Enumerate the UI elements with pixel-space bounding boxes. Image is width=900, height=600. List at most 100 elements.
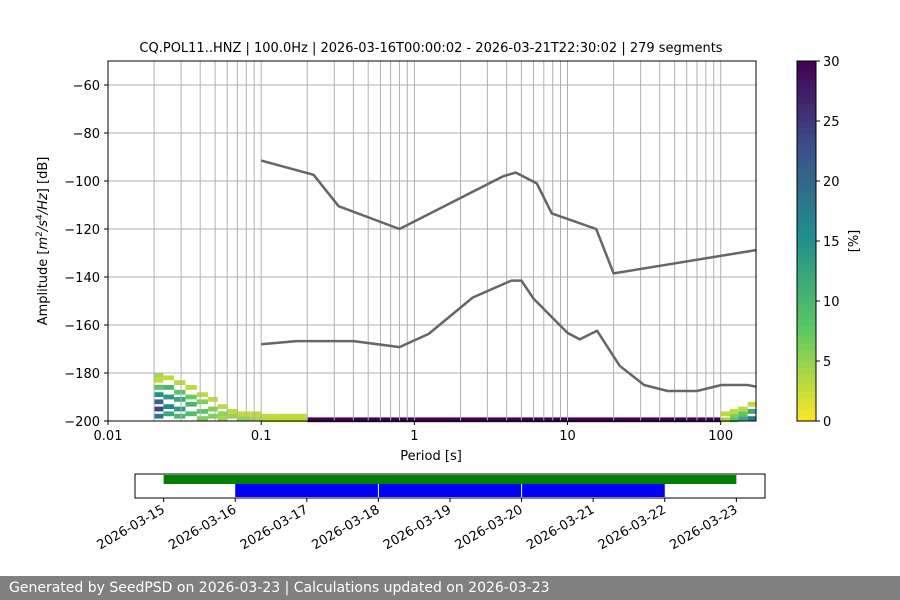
colorbar-segment <box>797 103 816 110</box>
colorbar-segment <box>797 307 816 314</box>
y-tick-label: −160 <box>64 319 100 334</box>
psd-cell <box>227 413 238 419</box>
colorbar-segment <box>797 223 816 230</box>
noise-model-high-line <box>260 159 757 275</box>
colorbar-segment <box>797 85 816 92</box>
colorbar-segment <box>797 247 816 254</box>
date-tick-label: 2026-03-15 <box>95 502 168 553</box>
psd-cell <box>196 409 208 414</box>
colorbar-segment <box>797 157 816 164</box>
psd-cell <box>217 411 228 417</box>
y-tick-label: −200 <box>64 415 100 430</box>
colorbar-segment <box>797 385 816 392</box>
psd-cell <box>174 380 186 385</box>
colorbar-segment <box>797 397 816 404</box>
psd-cell <box>217 416 228 421</box>
psd-cell <box>196 399 208 405</box>
colorbar-segment <box>797 301 816 308</box>
psd-cell <box>185 411 197 417</box>
psd-cell <box>208 397 218 402</box>
psd-cell <box>720 411 730 417</box>
colorbar-segment <box>797 361 816 368</box>
colorbar-segment <box>797 415 816 422</box>
colorbar-segment <box>797 355 816 362</box>
psd-cell <box>261 417 308 423</box>
psd-cell <box>154 377 164 383</box>
psd-cell <box>154 385 164 390</box>
colorbar-segment <box>797 217 816 224</box>
psd-cell <box>208 406 218 412</box>
colorbar-segment <box>797 319 816 326</box>
psd-cell <box>738 406 748 412</box>
plot-frame <box>107 60 757 422</box>
colorbar-segment <box>797 163 816 170</box>
date-tick-label: 2026-03-23 <box>667 502 740 553</box>
y-tick-label: −80 <box>73 127 100 142</box>
colorbar-tick-label: 15 <box>823 235 840 250</box>
y-tick-label: −140 <box>64 271 100 286</box>
y-tick-label: −60 <box>73 79 100 94</box>
colorbar-segment <box>797 325 816 332</box>
psd-cell <box>217 404 228 409</box>
psd-cell <box>250 416 262 421</box>
colorbar-segment <box>797 187 816 194</box>
colorbar-segment <box>797 295 816 302</box>
psd-cell <box>730 413 739 419</box>
psd-cell <box>185 385 197 390</box>
psd-cell <box>747 409 756 414</box>
psd-cell <box>307 417 415 423</box>
date-tick-label: 2026-03-20 <box>453 502 526 553</box>
date-tick-label: 2026-03-22 <box>596 502 669 553</box>
axes: 0.01 0.1 1 10 100 −60 −80 −100 −120 −140 −160 −180 −… <box>64 79 733 444</box>
colorbar-segment <box>797 205 816 212</box>
y-tick-label: −120 <box>64 223 100 238</box>
psd-cell <box>196 416 208 421</box>
date-tick-label: 2026-03-21 <box>524 502 597 553</box>
colorbar-segment <box>797 145 816 152</box>
colorbar-segment <box>797 61 816 68</box>
x-tick-label: 0.1 <box>251 429 272 444</box>
colorbar-segment <box>797 373 816 380</box>
date-tick-label: 2026-03-16 <box>166 502 239 553</box>
psd-cell <box>154 373 164 378</box>
colorbar-segment <box>797 241 816 248</box>
psd-cell <box>747 401 756 407</box>
colorbar-tick-label: 0 <box>823 415 831 430</box>
psd-cell <box>250 411 262 417</box>
colorbar-segment <box>797 337 816 344</box>
colorbar-segment <box>797 97 816 104</box>
colorbar-segment <box>797 193 816 200</box>
psd-cell <box>208 413 218 419</box>
colorbar-segment <box>797 271 816 278</box>
colorbar-tick-label: 30 <box>823 55 840 70</box>
psd-cell <box>163 411 175 417</box>
date-tick-label: 2026-03-18 <box>309 502 382 553</box>
chart-title: CQ.POL11..HNZ | 100.0Hz | 2026-03-16T00:… <box>139 41 722 56</box>
colorbar-segment <box>797 277 816 284</box>
psd-cell <box>738 416 748 421</box>
psd-cell <box>237 416 251 421</box>
grid-lines <box>108 61 756 421</box>
colorbar-segment <box>797 109 816 116</box>
date-tick-label: 2026-03-19 <box>381 502 454 553</box>
colorbar-segment <box>797 67 816 74</box>
colorbar-tick-label: 10 <box>823 295 840 310</box>
y-tick-label: −180 <box>64 367 100 382</box>
y-axis-label: Amplitude [m2/s4/Hz] [dB] <box>35 157 51 326</box>
x-axis-label: Period [s] <box>400 449 462 464</box>
psd-cell <box>720 417 730 423</box>
footer-text: Generated by SeedPSD on 2026-03-23 | Cal… <box>9 580 550 596</box>
colorbar-segment <box>797 139 816 146</box>
psd-cell <box>163 375 175 381</box>
psd-cell <box>185 394 197 400</box>
processed-bar <box>235 484 665 497</box>
colorbar-segment <box>797 181 816 188</box>
colorbar-segment <box>797 343 816 350</box>
colorbar-segment <box>797 229 816 236</box>
colorbar-segment <box>797 349 816 356</box>
noise-model-curves <box>260 159 757 393</box>
psd-cell <box>163 404 175 409</box>
availability-bar <box>163 475 737 484</box>
psd-cell <box>154 413 164 419</box>
psd-cell <box>154 392 164 397</box>
